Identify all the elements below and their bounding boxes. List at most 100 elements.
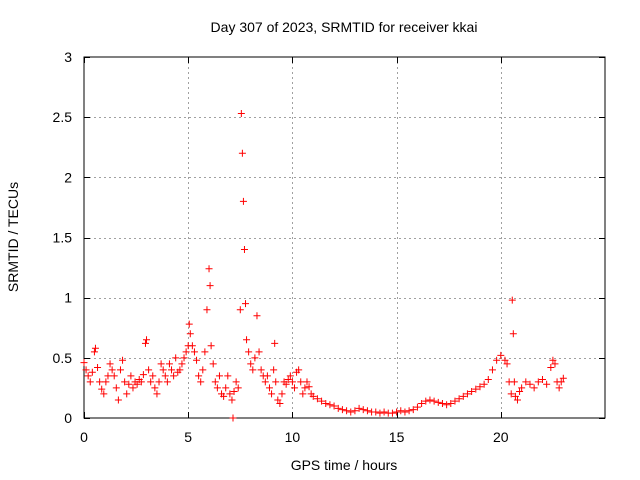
data-point xyxy=(397,407,405,415)
data-point xyxy=(121,378,129,386)
data-point xyxy=(127,372,135,380)
y-tick-label: 2 xyxy=(64,169,72,185)
x-tick-label: 20 xyxy=(493,429,509,445)
data-point xyxy=(501,356,509,364)
data-point xyxy=(188,342,196,350)
data-point xyxy=(363,407,371,415)
data-point xyxy=(388,409,396,417)
data-point xyxy=(518,384,526,392)
data-point xyxy=(229,414,237,422)
data-point xyxy=(303,378,311,386)
data-point xyxy=(80,359,88,367)
data-point xyxy=(309,392,317,400)
data-point xyxy=(255,348,263,356)
data-point xyxy=(238,149,246,157)
data-point xyxy=(497,351,505,359)
data-point xyxy=(110,372,118,380)
data-point xyxy=(526,380,534,388)
chart-title: Day 307 of 2023, SRMTID for receiver kka… xyxy=(211,19,478,35)
data-point xyxy=(249,366,257,374)
data-point xyxy=(137,378,145,386)
tick-labels: 0 5 10 15 20 0 0.5 1 1.5 2 2.5 3 xyxy=(53,49,509,445)
data-point xyxy=(143,336,151,344)
data-point xyxy=(226,390,234,398)
data-point xyxy=(313,395,321,403)
data-point xyxy=(372,408,380,416)
data-point xyxy=(242,300,250,308)
data-point xyxy=(278,390,286,398)
data-point xyxy=(355,404,363,412)
x-tick-label: 10 xyxy=(285,429,301,445)
data-point xyxy=(430,397,438,405)
data-point xyxy=(347,408,355,416)
x-tick-label: 5 xyxy=(184,429,192,445)
data-point xyxy=(295,366,303,374)
data-point xyxy=(290,384,298,392)
data-point xyxy=(468,388,476,396)
data-point xyxy=(510,378,518,386)
data-point xyxy=(147,378,155,386)
data-point xyxy=(338,406,346,414)
data-point xyxy=(178,360,186,368)
x-axis-label: GPS time / hours xyxy=(291,457,398,473)
data-point xyxy=(557,378,565,386)
grid xyxy=(84,57,605,418)
data-point xyxy=(228,396,236,404)
data-point xyxy=(263,372,271,380)
data-point xyxy=(513,396,521,404)
data-point xyxy=(253,312,261,320)
data-point xyxy=(268,390,276,398)
data-point xyxy=(213,384,221,392)
data-point xyxy=(239,197,247,205)
data-point xyxy=(534,378,542,386)
data-point xyxy=(272,378,280,386)
data-point xyxy=(405,407,413,415)
data-point xyxy=(114,396,122,404)
data-point xyxy=(82,366,90,374)
data-point xyxy=(180,354,188,362)
data-point xyxy=(108,366,116,374)
data-point xyxy=(220,392,228,400)
data-point xyxy=(98,385,106,393)
data-point xyxy=(297,378,305,386)
data-point xyxy=(222,384,230,392)
data-point xyxy=(84,372,92,380)
data-point xyxy=(94,363,102,371)
y-tick-label: 0 xyxy=(64,410,72,426)
data-point xyxy=(102,378,110,386)
data-point xyxy=(484,375,492,383)
data-point xyxy=(493,356,501,364)
data-point xyxy=(555,384,563,392)
data-point xyxy=(163,378,171,386)
data-point xyxy=(401,408,409,416)
x-tick-label: 0 xyxy=(80,429,88,445)
data-point xyxy=(376,409,384,417)
data-point xyxy=(522,378,530,386)
data-point xyxy=(334,404,342,412)
data-point xyxy=(168,366,176,374)
data-point xyxy=(157,360,165,368)
data-point xyxy=(100,390,108,398)
data-point xyxy=(201,348,209,356)
y-tick-label: 1 xyxy=(64,290,72,306)
data-point xyxy=(270,366,278,374)
data-point xyxy=(276,400,284,408)
data-point xyxy=(209,360,217,368)
data-point xyxy=(185,320,193,328)
data-point xyxy=(125,380,133,388)
data-point xyxy=(96,378,104,386)
data-point xyxy=(261,378,269,386)
data-point xyxy=(149,372,157,380)
data-point xyxy=(245,348,253,356)
data-point xyxy=(203,306,211,314)
data-point xyxy=(237,110,245,118)
data-point xyxy=(119,356,127,364)
data-point xyxy=(199,366,207,374)
data-point xyxy=(516,388,524,396)
data-point xyxy=(153,390,161,398)
data-point xyxy=(90,348,98,356)
data-point xyxy=(318,397,326,405)
data-point xyxy=(151,384,159,392)
